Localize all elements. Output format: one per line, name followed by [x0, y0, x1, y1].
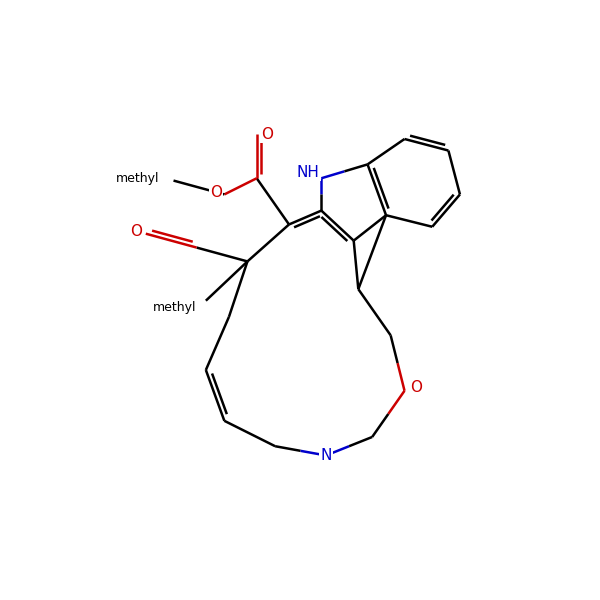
Text: methyl: methyl [153, 301, 197, 314]
Text: O: O [261, 127, 273, 142]
Text: O: O [210, 185, 222, 200]
Text: NH: NH [297, 165, 320, 180]
Text: methyl: methyl [116, 172, 160, 185]
Text: N: N [320, 448, 332, 463]
Text: O: O [130, 224, 142, 239]
Text: O: O [410, 380, 422, 395]
